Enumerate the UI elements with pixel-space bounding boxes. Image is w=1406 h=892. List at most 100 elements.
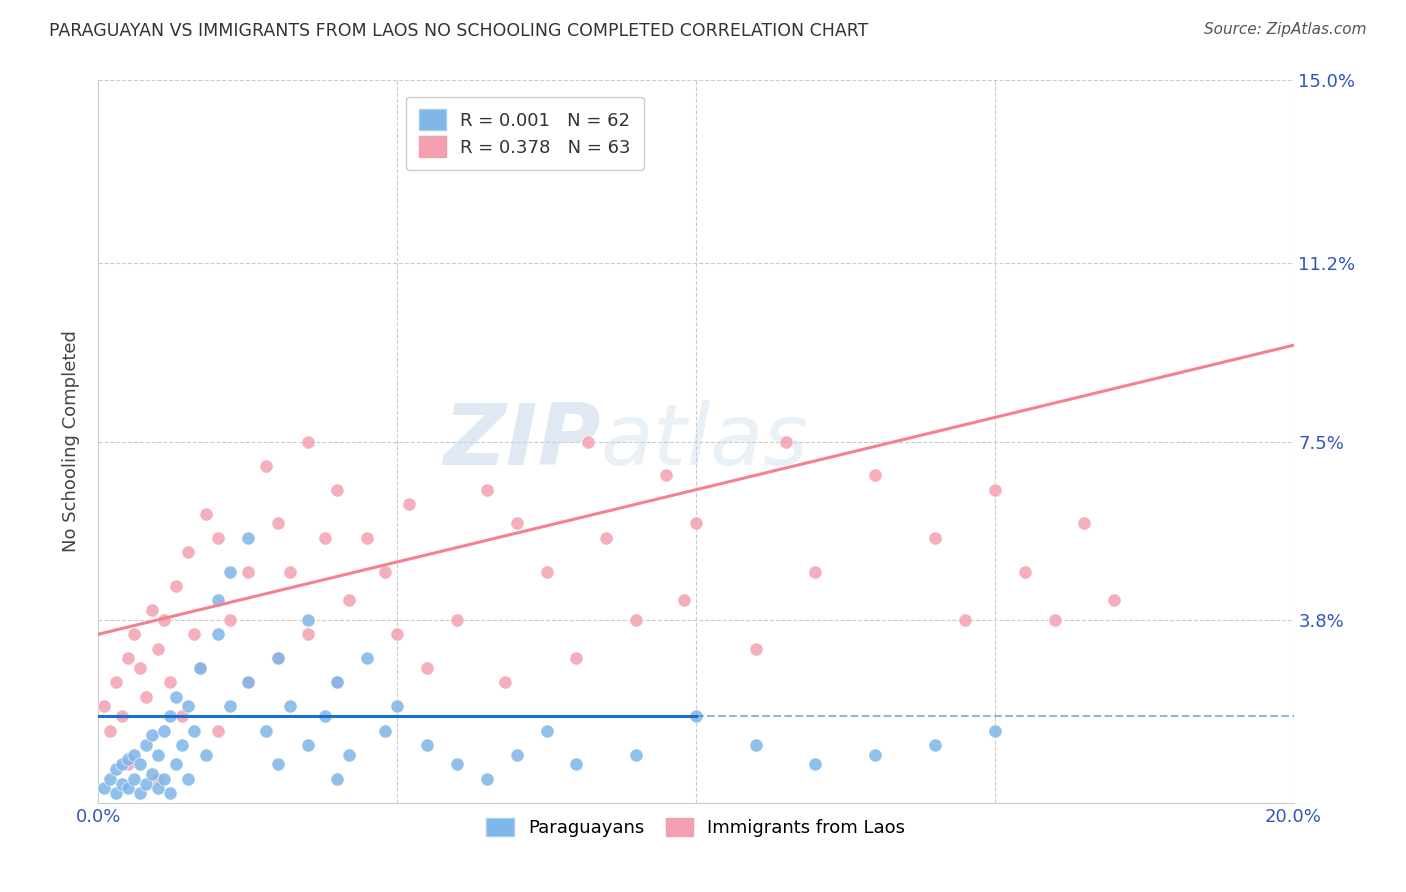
Point [117, 651, 139, 665]
Point [267, 651, 290, 665]
Text: ZIP: ZIP [443, 400, 600, 483]
Point [111, 709, 134, 723]
Point [135, 690, 157, 704]
Point [685, 709, 707, 723]
Point [267, 651, 290, 665]
Point [1073, 516, 1095, 531]
Point [124, 747, 146, 762]
Point [117, 757, 139, 772]
Point [297, 613, 319, 627]
Point [385, 627, 409, 641]
Point [177, 545, 200, 559]
Point [141, 767, 163, 781]
Point [153, 772, 176, 786]
Point [398, 497, 420, 511]
Point [93, 781, 115, 796]
Point [177, 699, 200, 714]
Legend: Paraguayans, Immigrants from Laos: Paraguayans, Immigrants from Laos [475, 807, 917, 848]
Point [207, 723, 229, 738]
Point [111, 757, 134, 772]
Point [93, 699, 115, 714]
Point [924, 531, 946, 545]
Point [565, 651, 588, 665]
Point [267, 757, 290, 772]
Point [165, 579, 187, 593]
Point [148, 641, 170, 656]
Point [745, 641, 768, 656]
Point [374, 565, 396, 579]
Point [98, 772, 122, 786]
Point [129, 786, 152, 800]
Point [865, 468, 887, 483]
Point [135, 738, 157, 752]
Point [165, 757, 187, 772]
Point [685, 516, 707, 531]
Point [153, 613, 176, 627]
Point [172, 738, 194, 752]
Point [183, 723, 205, 738]
Point [745, 738, 768, 752]
Point [141, 603, 163, 617]
Point [159, 709, 181, 723]
Point [506, 516, 529, 531]
Point [135, 776, 157, 790]
Point [195, 747, 218, 762]
Point [148, 747, 170, 762]
Point [339, 593, 361, 607]
Point [595, 531, 617, 545]
Point [446, 757, 468, 772]
Point [416, 661, 439, 675]
Point [219, 699, 242, 714]
Point [475, 772, 498, 786]
Point [865, 747, 887, 762]
Point [984, 723, 1007, 738]
Point [98, 723, 122, 738]
Point [267, 516, 290, 531]
Point [219, 565, 242, 579]
Point [494, 675, 516, 690]
Point [326, 772, 349, 786]
Point [804, 757, 827, 772]
Point [117, 752, 139, 766]
Point [1014, 565, 1036, 579]
Point [297, 627, 319, 641]
Point [117, 781, 139, 796]
Point [1043, 613, 1066, 627]
Point [254, 458, 277, 473]
Point [673, 593, 696, 607]
Point [124, 627, 146, 641]
Point [626, 613, 648, 627]
Point [195, 507, 218, 521]
Point [297, 738, 319, 752]
Point [626, 747, 648, 762]
Point [326, 675, 349, 690]
Point [111, 776, 134, 790]
Point [278, 699, 301, 714]
Point [297, 434, 319, 449]
Point [356, 651, 378, 665]
Point [315, 531, 337, 545]
Point [148, 781, 170, 796]
Point [236, 675, 259, 690]
Point [385, 699, 409, 714]
Point [326, 675, 349, 690]
Point [148, 772, 170, 786]
Point [159, 675, 181, 690]
Point [1104, 593, 1126, 607]
Point [924, 738, 946, 752]
Point [374, 723, 396, 738]
Point [159, 786, 181, 800]
Point [278, 565, 301, 579]
Point [315, 709, 337, 723]
Point [339, 747, 361, 762]
Point [536, 565, 558, 579]
Point [183, 627, 205, 641]
Point [565, 757, 588, 772]
Point [105, 675, 128, 690]
Y-axis label: No Schooling Completed: No Schooling Completed [62, 331, 80, 552]
Point [326, 483, 349, 497]
Point [188, 661, 211, 675]
Text: PARAGUAYAN VS IMMIGRANTS FROM LAOS NO SCHOOLING COMPLETED CORRELATION CHART: PARAGUAYAN VS IMMIGRANTS FROM LAOS NO SC… [49, 22, 869, 40]
Point [177, 772, 200, 786]
Point [536, 723, 558, 738]
